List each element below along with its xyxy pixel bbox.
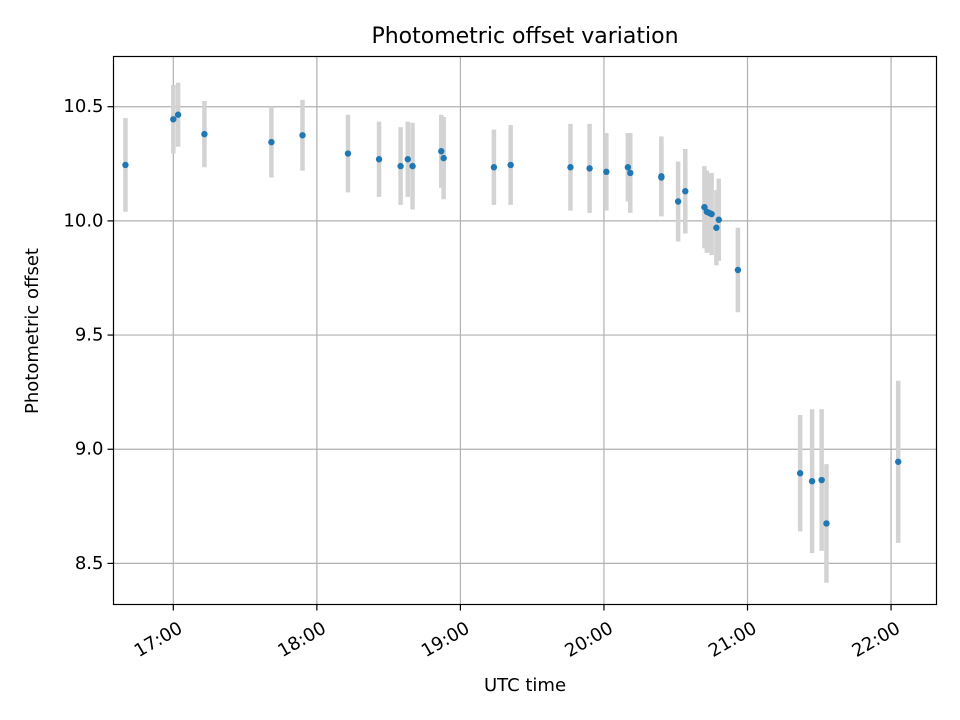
data-point [344,150,352,157]
data-point [713,224,720,231]
data-point [627,169,634,177]
data-point [438,148,445,155]
data-points [122,111,902,527]
data-point [507,161,514,169]
data-point [682,188,689,195]
data-point [823,520,830,527]
data-point [567,164,574,171]
plot-frame [112,55,938,606]
y-tick-label: 10.5 [63,96,103,117]
data-point [818,476,825,484]
x-axis-label: UTC time [484,675,566,696]
data-point [796,470,804,477]
y-tick-label: 10.0 [63,210,103,231]
data-point [715,216,722,223]
data-point [603,168,610,176]
grid-lines [113,56,937,605]
data-point [409,162,416,170]
data-point [174,111,182,118]
y-axis-ticks: 8.5 9.0 9.5 10.0 10.5 [63,96,114,574]
data-point [624,164,632,171]
data-point [122,161,129,169]
data-point [404,156,411,163]
chart-title: Photometric offset variation [371,24,678,49]
data-point [895,458,902,465]
data-point [397,162,404,170]
y-tick-label: 9.5 [75,325,104,346]
data-point [375,156,383,163]
y-tick-label: 8.5 [75,553,104,574]
data-point [586,165,593,172]
data-point [440,154,447,162]
data-point [708,210,715,218]
data-point [268,138,275,146]
data-point [299,132,306,139]
data-point [170,116,177,123]
data-point [808,478,816,485]
y-axis-label: Photometric offset [22,248,43,414]
data-point [490,164,498,171]
y-tick-label: 9.0 [75,439,104,460]
data-point [734,266,742,274]
data-point [674,198,682,205]
data-point [201,130,208,138]
data-point [658,174,665,181]
